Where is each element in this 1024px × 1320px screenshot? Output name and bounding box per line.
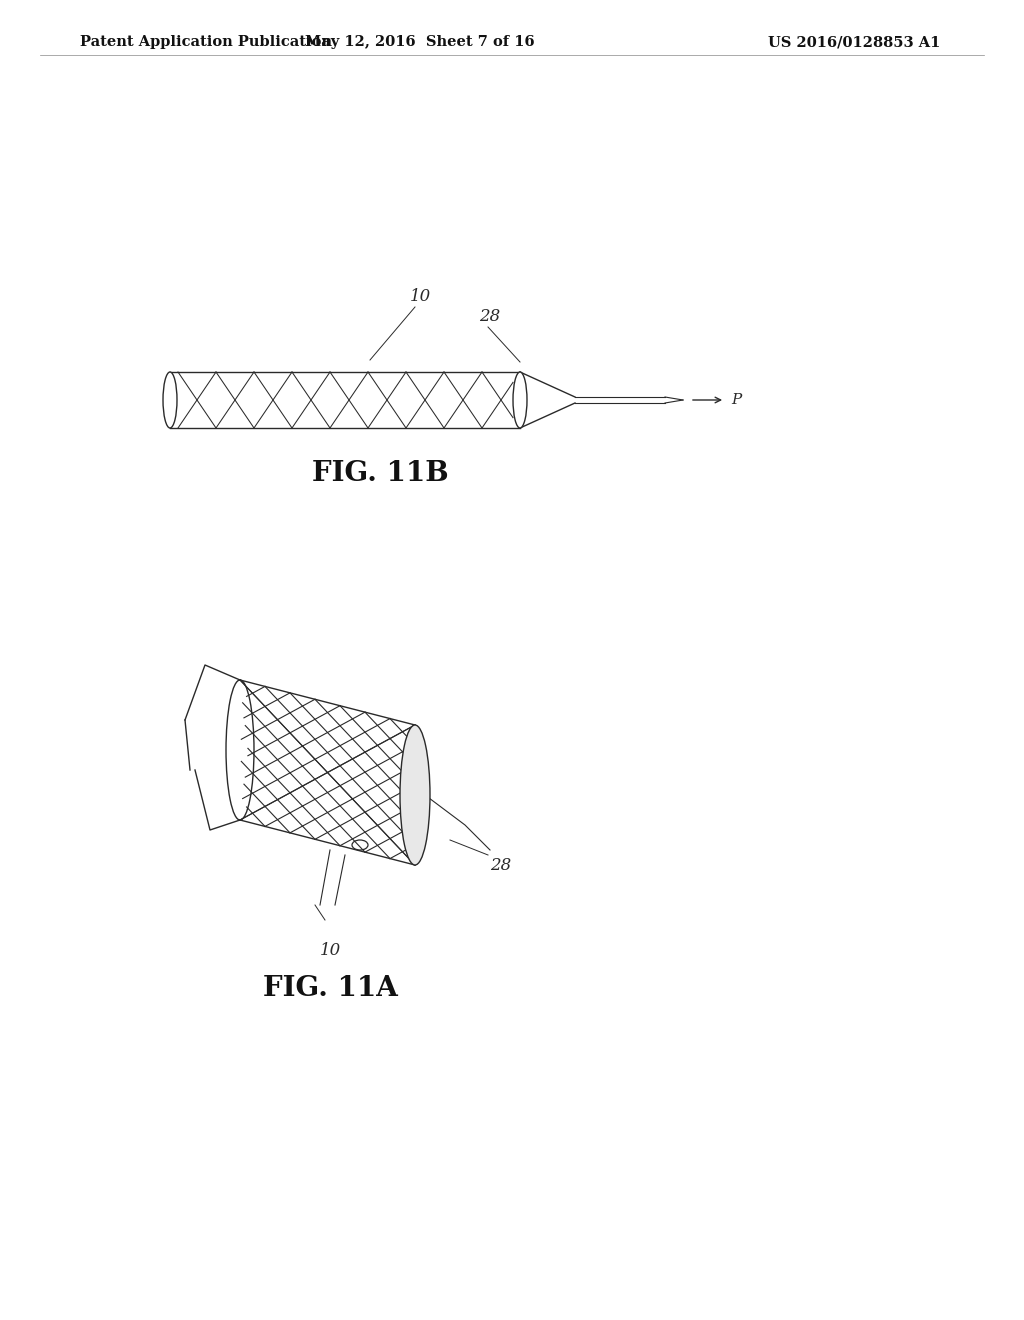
Text: 10: 10 — [410, 288, 431, 305]
Text: 28: 28 — [479, 308, 501, 325]
Text: FIG. 11A: FIG. 11A — [262, 975, 397, 1002]
Ellipse shape — [513, 372, 527, 428]
Text: May 12, 2016  Sheet 7 of 16: May 12, 2016 Sheet 7 of 16 — [305, 36, 535, 49]
Text: 28: 28 — [490, 857, 511, 874]
Text: 10: 10 — [319, 942, 341, 960]
Text: FIG. 11B: FIG. 11B — [311, 459, 449, 487]
Text: US 2016/0128853 A1: US 2016/0128853 A1 — [768, 36, 940, 49]
Ellipse shape — [400, 725, 430, 865]
Text: Patent Application Publication: Patent Application Publication — [80, 36, 332, 49]
Text: P: P — [731, 393, 741, 407]
Ellipse shape — [163, 372, 177, 428]
